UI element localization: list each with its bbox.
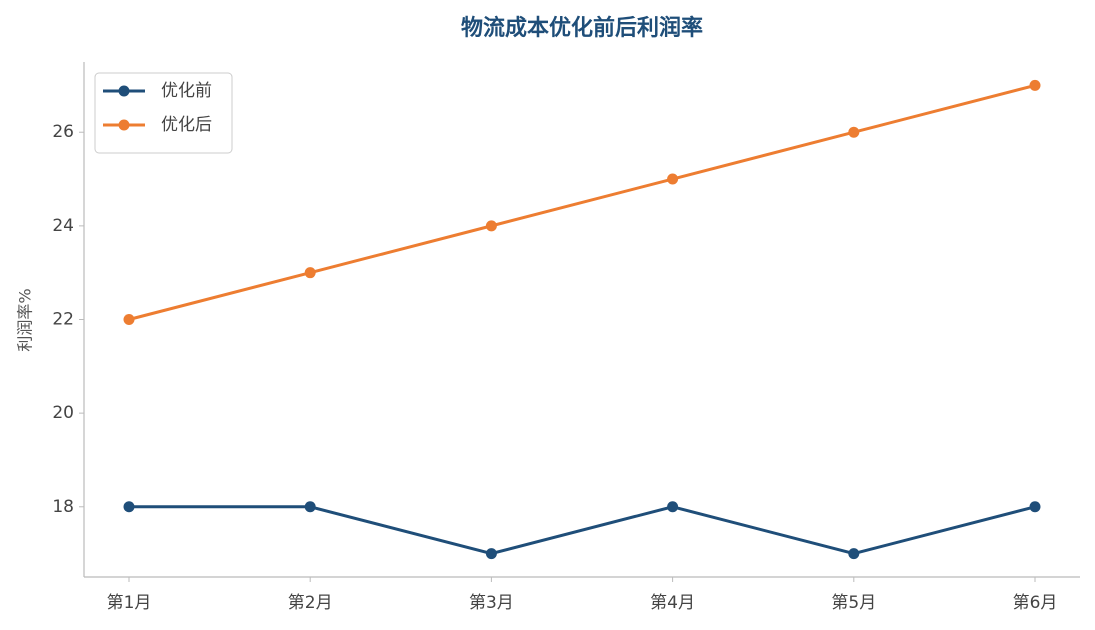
y-tick-label: 20 [52, 403, 74, 423]
point [1029, 79, 1041, 91]
y-tick-label: 22 [52, 310, 74, 330]
y-axis-label: 利润率% [16, 288, 35, 351]
y-tick-label: 24 [52, 216, 74, 236]
point [485, 548, 497, 560]
x-tick-label: 第6月 [1013, 593, 1058, 613]
point [667, 173, 679, 185]
x-tick-label: 第1月 [107, 593, 152, 613]
x-tick-label: 第2月 [288, 593, 333, 613]
point [123, 501, 135, 513]
point [848, 548, 860, 560]
legend-marker [118, 85, 130, 97]
x-tick-label: 第5月 [831, 593, 876, 613]
x-tick-label: 第4月 [650, 593, 695, 613]
legend-label: 优化后 [161, 115, 212, 135]
point [123, 314, 135, 325]
point [304, 267, 316, 279]
point [848, 126, 860, 138]
point [485, 220, 497, 232]
y-tick-label: 18 [52, 497, 74, 517]
point [304, 501, 316, 513]
y-tick-label: 26 [52, 122, 74, 142]
series-line [129, 505, 1036, 556]
point [1029, 501, 1041, 513]
chart-title: 物流成本优化前后利润率 [461, 15, 703, 41]
series-line [128, 83, 1036, 321]
point [667, 501, 679, 513]
legend-label: 优化前 [161, 81, 212, 101]
legend-box [94, 72, 233, 154]
legend-marker [118, 119, 130, 131]
x-tick-label: 第3月 [469, 593, 514, 613]
